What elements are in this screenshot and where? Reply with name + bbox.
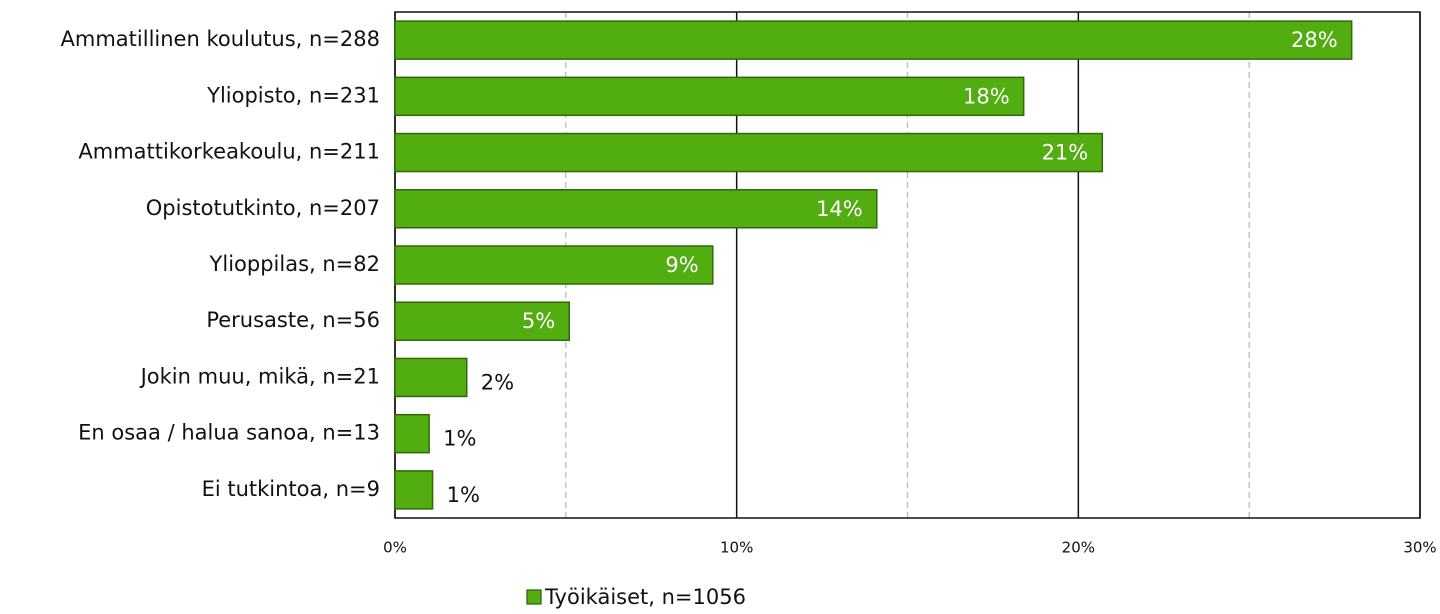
bar [394,470,434,510]
data-label: 14% [816,197,863,221]
bar [394,301,570,341]
bar [394,245,714,285]
data-label: 1% [447,483,480,507]
x-tick-label: 30% [1403,539,1436,557]
bar [394,132,1103,173]
legend-label: Työikäiset, n=1056 [544,585,746,609]
data-label: 5% [522,309,555,333]
category-label: Ammattikorkeakoulu, n=211 [78,140,380,164]
category-label: Ei tutkintoa, n=9 [202,477,380,501]
data-label: 1% [443,427,476,451]
category-label: Perusaste, n=56 [206,308,380,332]
data-label: 2% [481,370,514,394]
category-label: Ylioppilas, n=82 [209,252,380,276]
bar [394,20,1353,60]
bar [394,76,1025,117]
category-label: Yliopisto, n=231 [206,83,380,107]
data-label: 18% [963,84,1010,108]
bar [394,357,468,398]
legend-swatch [526,589,542,605]
category-label: Opistotutkinto, n=207 [146,196,380,220]
x-tick-label: 0% [383,539,407,557]
category-label: Ammatillinen koulutus, n=288 [61,27,380,51]
bar [394,189,878,229]
data-label: 9% [665,253,698,277]
category-label: Jokin muu, mikä, n=21 [139,364,380,388]
x-tick-label: 10% [720,539,753,557]
data-label: 21% [1042,141,1089,165]
x-tick-label: 20% [1062,539,1095,557]
data-label: 28% [1291,28,1338,52]
category-label: En osaa / halua sanoa, n=13 [78,421,380,445]
bar [394,413,430,454]
